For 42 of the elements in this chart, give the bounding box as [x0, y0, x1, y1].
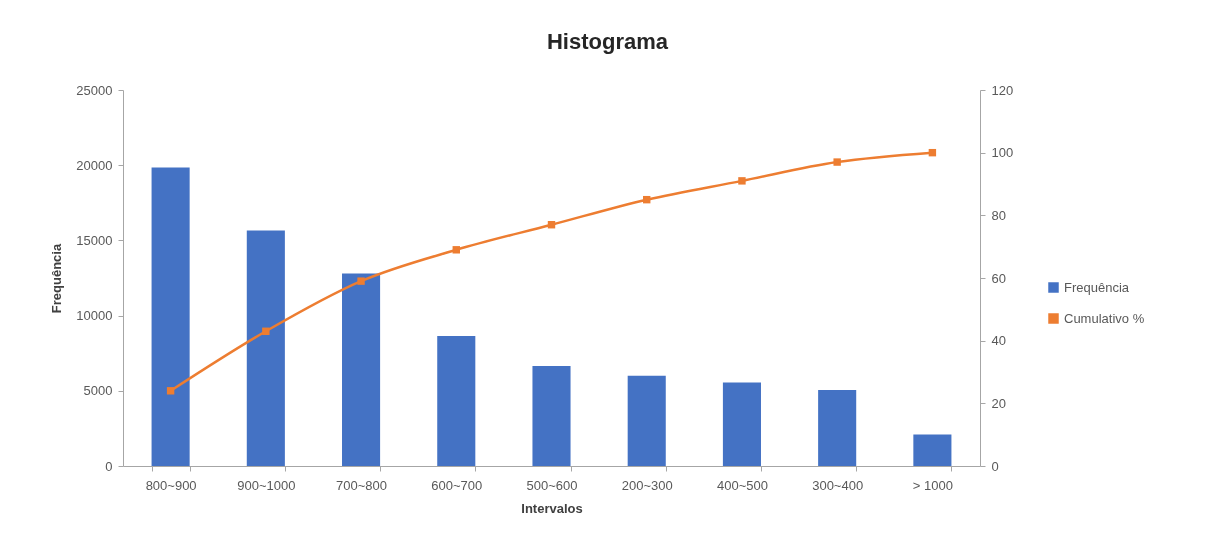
x-tick-label: 200~300 [621, 477, 673, 493]
y-tick-label: 0 [105, 458, 113, 474]
point [738, 177, 746, 185]
point [357, 277, 365, 285]
y-tick-label: 5000 [83, 383, 113, 399]
x-tick-label: 500~600 [526, 477, 578, 493]
chart-title: Histograma [546, 29, 669, 54]
y2-tick-label: 40 [991, 333, 1006, 349]
x-tick-label: 900~1000 [237, 477, 296, 493]
x-tick-label: 700~800 [336, 477, 388, 493]
legend-label: Cumulativo % [1064, 310, 1145, 326]
bar [818, 390, 857, 466]
y-axis-title: Frequência [49, 243, 65, 314]
bar [532, 365, 571, 466]
y2-tick-label: 120 [991, 82, 1014, 98]
y2-tick-label: 80 [991, 207, 1006, 223]
y-tick-label: 20000 [76, 157, 113, 173]
point [262, 327, 270, 335]
point [452, 246, 460, 254]
bar [151, 167, 190, 466]
legend-label: Frequência [1064, 279, 1130, 295]
y-tick-label: 15000 [76, 232, 113, 248]
y-tick-label: 25000 [76, 82, 113, 98]
bar [246, 230, 285, 466]
bar [437, 335, 476, 466]
x-axis-title: Intervalos [521, 500, 583, 516]
bar [342, 273, 381, 466]
bar [913, 434, 952, 466]
y2-tick-label: 60 [991, 270, 1006, 286]
y2-tick-label: 100 [991, 145, 1014, 161]
y2-tick-label: 20 [991, 395, 1006, 411]
x-tick-label: 800~900 [145, 477, 197, 493]
x-tick-label: > 1000 [912, 477, 953, 493]
bar [722, 382, 761, 466]
bar [627, 375, 666, 466]
x-tick-label: 300~400 [812, 477, 864, 493]
point [833, 158, 841, 166]
y-tick-label: 10000 [76, 308, 113, 324]
x-tick-label: 600~700 [431, 477, 483, 493]
y2-tick-label: 0 [991, 458, 999, 474]
x-tick-label: 400~500 [716, 477, 768, 493]
point [166, 387, 175, 395]
